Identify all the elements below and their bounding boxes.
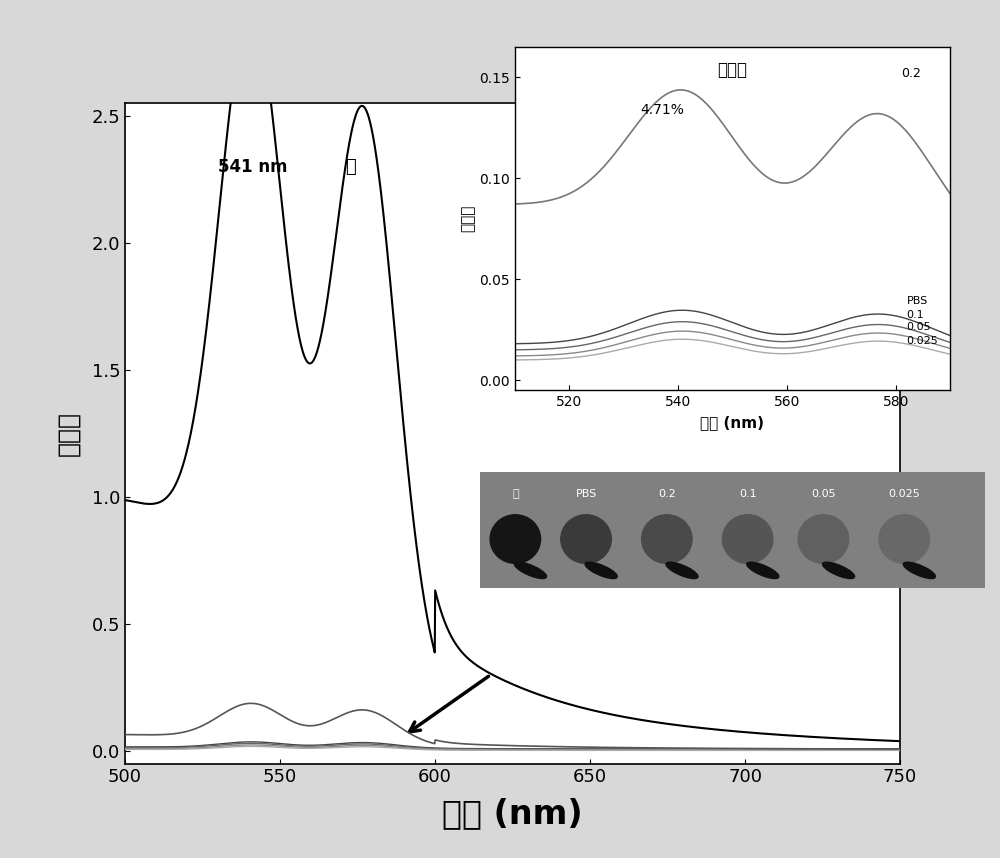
Text: 溶血性: 溶血性	[718, 61, 748, 79]
Ellipse shape	[666, 562, 698, 578]
Ellipse shape	[514, 562, 547, 578]
Text: 水: 水	[512, 489, 519, 499]
Text: 541 nm: 541 nm	[218, 158, 288, 176]
Text: 0.2: 0.2	[658, 489, 676, 499]
X-axis label: 波长 (nm): 波长 (nm)	[700, 414, 765, 430]
Ellipse shape	[822, 562, 855, 578]
Text: 0.025: 0.025	[906, 336, 938, 346]
Ellipse shape	[798, 515, 849, 564]
Text: 0.1: 0.1	[906, 310, 924, 320]
Ellipse shape	[490, 515, 541, 564]
X-axis label: 波长 (nm): 波长 (nm)	[442, 798, 583, 831]
Ellipse shape	[642, 515, 692, 564]
Ellipse shape	[903, 562, 935, 578]
Ellipse shape	[747, 562, 779, 578]
Text: 0.05: 0.05	[906, 322, 931, 332]
Text: PBS: PBS	[575, 489, 597, 499]
Ellipse shape	[585, 562, 617, 578]
Text: 水: 水	[345, 158, 356, 176]
Text: 0.1: 0.1	[739, 489, 756, 499]
Text: 0.2: 0.2	[901, 68, 921, 81]
Ellipse shape	[561, 515, 611, 564]
Ellipse shape	[879, 515, 929, 564]
Y-axis label: 吸光度: 吸光度	[460, 205, 475, 233]
Ellipse shape	[722, 515, 773, 564]
Y-axis label: 吸光度: 吸光度	[56, 411, 80, 456]
Text: 0.025: 0.025	[888, 489, 920, 499]
Text: 4.71%: 4.71%	[640, 103, 684, 117]
Text: 0.05: 0.05	[811, 489, 836, 499]
Text: PBS: PBS	[906, 295, 928, 305]
